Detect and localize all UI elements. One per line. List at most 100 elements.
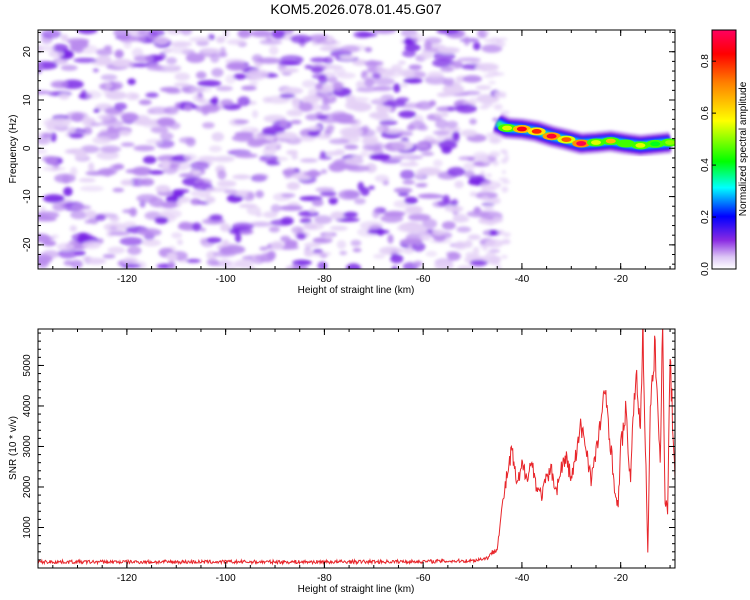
noise-cell	[296, 232, 307, 240]
noise-cell	[120, 112, 139, 122]
noise-cell	[38, 90, 52, 95]
noise-cell	[468, 175, 484, 183]
noise-cell	[70, 259, 83, 269]
noise-cell	[361, 137, 379, 146]
noise-cell	[303, 249, 314, 257]
noise-cell	[429, 100, 436, 107]
noise-cell	[398, 110, 417, 119]
noise-cell	[131, 47, 144, 58]
noise-cell	[444, 205, 464, 213]
heatmap-noise-layer	[38, 30, 511, 269]
noise-cell	[132, 63, 149, 68]
noise-cell	[177, 239, 183, 245]
noise-cell	[41, 132, 53, 139]
noise-cell	[165, 195, 179, 203]
noise-cell	[60, 64, 78, 71]
noise-cell	[291, 154, 299, 160]
noise-cell	[373, 253, 386, 259]
noise-cell	[498, 37, 508, 41]
noise-cell	[279, 93, 296, 99]
noise-cell	[223, 30, 230, 38]
noise-cell	[133, 145, 156, 152]
noise-cell	[58, 248, 78, 259]
colorbar-tick-label: 0.6	[700, 106, 711, 120]
noise-cell	[212, 251, 236, 258]
noise-cell	[55, 60, 67, 65]
noise-cell	[174, 72, 191, 81]
noise-cell	[482, 65, 487, 73]
noise-cell	[466, 210, 490, 218]
noise-cell	[339, 45, 360, 53]
noise-cell	[438, 140, 458, 150]
noise-cell	[292, 263, 300, 269]
noise-cell	[482, 157, 490, 165]
signal-hotspot-core	[516, 126, 527, 132]
noise-cell	[323, 232, 334, 240]
noise-cell	[224, 189, 238, 195]
noise-cell	[52, 43, 69, 53]
noise-cell	[123, 40, 132, 49]
noise-cell	[286, 182, 300, 190]
noise-cell	[82, 116, 93, 126]
noise-cell	[198, 155, 218, 162]
noise-cell	[257, 57, 282, 64]
noise-cell	[313, 215, 333, 225]
noise-cell	[154, 216, 169, 225]
noise-cell	[451, 198, 459, 207]
noise-cell	[100, 74, 118, 81]
noise-cell	[119, 237, 144, 246]
y-tick-label: -10	[22, 189, 33, 204]
noise-cell	[205, 196, 216, 204]
noise-cell	[318, 74, 328, 85]
noise-cell	[234, 233, 242, 243]
noise-cell	[119, 129, 132, 137]
heatmap-ylabel: Frequency (Hz)	[8, 115, 19, 184]
y-tick-label: 20	[22, 46, 33, 58]
signal-hotspot-core	[531, 129, 542, 134]
noise-cell	[159, 132, 174, 141]
noise-cell	[102, 253, 116, 259]
snr-ylabel: SNR (10 * v/v)	[8, 416, 19, 480]
noise-cell	[206, 258, 219, 266]
noise-cell	[50, 167, 59, 172]
noise-cell	[185, 258, 201, 263]
noise-cell	[362, 143, 382, 152]
noise-cell	[211, 67, 224, 78]
noise-cell	[43, 194, 65, 203]
noise-cell	[178, 221, 193, 230]
noise-cell	[138, 99, 152, 106]
noise-cell	[121, 264, 142, 268]
noise-cell	[250, 30, 273, 38]
noise-cell	[338, 189, 360, 200]
noise-cell	[469, 191, 477, 197]
x-tick-label: -60	[416, 274, 431, 285]
noise-cell	[241, 85, 257, 91]
noise-cell	[85, 171, 105, 176]
noise-cell	[38, 45, 56, 52]
noise-cell	[304, 64, 313, 70]
noise-cell	[456, 226, 472, 233]
noise-cell	[249, 221, 272, 227]
noise-cell	[319, 104, 331, 111]
noise-cell	[393, 187, 413, 193]
x-tick-label: -80	[317, 573, 332, 584]
noise-cell	[382, 100, 406, 107]
noise-cell	[238, 203, 258, 209]
noise-cell	[195, 71, 207, 80]
noise-cell	[502, 232, 511, 238]
noise-cell	[498, 177, 509, 181]
noise-cell	[120, 179, 133, 186]
noise-cell	[485, 173, 492, 178]
colorbar-tick-label: 0.0	[700, 262, 711, 276]
noise-cell	[307, 130, 320, 137]
x-tick-label: -40	[515, 573, 530, 584]
noise-cell	[41, 250, 60, 259]
noise-cell	[220, 223, 231, 232]
noise-cell	[266, 160, 281, 166]
noise-cell	[210, 53, 220, 63]
noise-cell	[500, 240, 511, 245]
noise-cell	[168, 122, 181, 130]
colorbar-tick-label: 0.4	[700, 158, 711, 172]
noise-cell	[417, 193, 441, 199]
signal-hotspot-core	[591, 140, 601, 145]
